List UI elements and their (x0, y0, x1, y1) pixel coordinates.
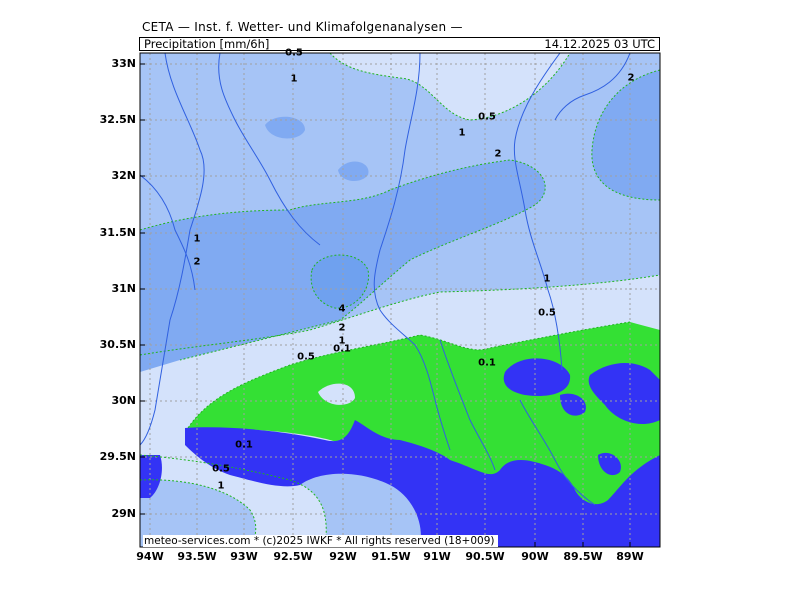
contour-label: 1 (290, 73, 298, 85)
contour-label: 4 (338, 303, 346, 315)
lat-label: 31.5N (99, 226, 136, 239)
contour-label: 0.5 (478, 111, 496, 123)
lat-label: 32N (111, 169, 136, 182)
header-bar: Precipitation [mm/6h] 14.12.2025 03 UTC (139, 37, 660, 51)
lon-label: 89.5W (563, 550, 603, 563)
lake-borgne (588, 363, 660, 425)
precip-zone-2-4-north (265, 116, 305, 139)
valid-time: 14.12.2025 03 UTC (544, 37, 655, 51)
contour-label: 0.5 (297, 351, 315, 363)
contour-label: 1 (338, 335, 346, 347)
lon-label: 94W (136, 550, 164, 563)
map-title: CETA — Inst. f. Wetter- und Klimafolgena… (142, 20, 463, 34)
lon-label: 93.5W (177, 550, 217, 563)
lon-label: 92.5W (273, 550, 313, 563)
precip-zone-medium-gulf (140, 479, 256, 547)
contour-label: 2 (627, 72, 635, 84)
lon-label: 91W (423, 550, 451, 563)
contour-label: 1 (217, 480, 225, 492)
contour-label: 0.5 (538, 307, 556, 319)
field-label: Precipitation [mm/6h] (144, 37, 270, 51)
copyright-notice: meteo-services.com * (c)2025 IWKF * All … (143, 535, 498, 547)
lon-label: 90W (521, 550, 549, 563)
contour-label: 0.5 (212, 463, 230, 475)
rivers (140, 53, 631, 506)
contour-label: 1 (458, 127, 466, 139)
lake-pontchartrain (503, 358, 571, 396)
lon-label: 92W (329, 550, 357, 563)
precip-zone-light-north (330, 53, 570, 120)
lon-label: 89W (616, 550, 644, 563)
precip-zone-2-4-east (591, 70, 660, 200)
map-frame (139, 52, 661, 548)
lat-lon-grid (140, 53, 660, 547)
lon-label: 90.5W (465, 550, 505, 563)
lat-label: 31N (111, 282, 136, 295)
precip-zone-above-4 (311, 255, 369, 309)
contour-label: 0.1 (235, 439, 253, 451)
lat-label: 29N (111, 507, 136, 520)
contour-label: 1 (193, 233, 201, 245)
lon-label: 91.5W (371, 550, 411, 563)
lat-label: 30N (111, 394, 136, 407)
lat-label: 33N (111, 57, 136, 70)
lat-label: 32.5N (99, 113, 136, 126)
contour-label: 0.1 (478, 357, 496, 369)
contour-label: 1 (543, 273, 551, 285)
lon-label: 93W (230, 550, 258, 563)
contour-label: 0.5 (285, 47, 303, 59)
coastal-bays (560, 393, 621, 476)
lat-label: 30.5N (99, 338, 136, 351)
contour-label: 2 (338, 322, 346, 334)
contour-label: 2 (494, 148, 502, 160)
contour-label: 2 (193, 256, 201, 268)
contour-label: 0.1 (333, 343, 351, 355)
lat-label: 29.5N (99, 450, 136, 463)
precip-zone-dry-hole (318, 383, 355, 405)
gulf-water (140, 420, 660, 547)
